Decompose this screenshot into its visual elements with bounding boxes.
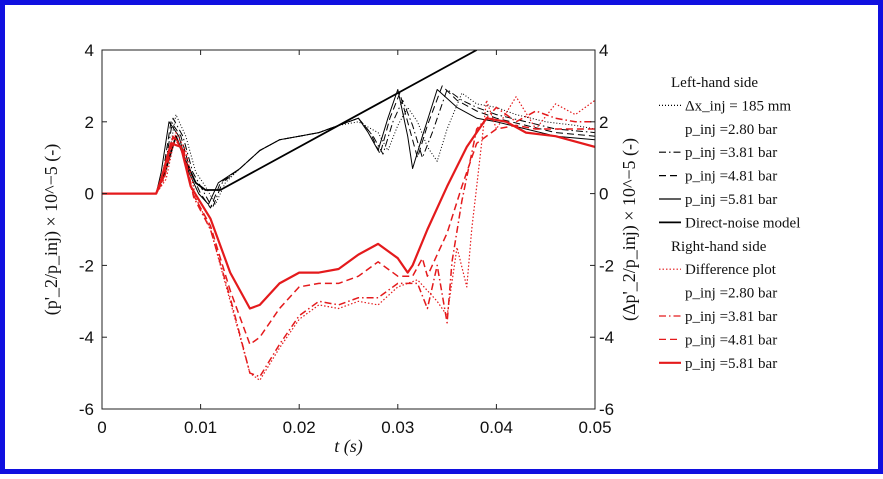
series-line-left-1 [102,89,595,209]
legend-entry-8: Difference plot [685,262,777,278]
y-tick-label-right: 4 [599,41,608,60]
y-tick-label-left: 0 [85,185,94,204]
legend-entry-1: Δx_inj = 185 mm [685,98,791,114]
plot-area [102,50,595,381]
y-tick-label-right: -4 [599,328,614,347]
x-axis-label: t (s) [334,436,363,457]
legend-entry-11: p_inj =4.81 bar [685,332,777,348]
legend-entry-5: p_inj =5.81 bar [685,192,777,208]
y-tick-label-left: -6 [79,400,94,419]
series-line-right-6 [102,106,595,378]
axes: 0 0.01 0.02 0.03 0.04 0.05-6 -6-4 -4-2 -20 02 24 4t… [41,41,640,457]
legend-entry-10: p_inj =3.81 bar [685,309,777,325]
series-group [102,50,595,381]
legend-entry-7: Right-hand side [671,239,767,255]
series-line-left-4 [102,50,478,195]
x-tick-label: 0.01 [184,418,217,437]
y-tick-label-right: -6 [599,400,614,419]
y-tick-label-left: 4 [85,41,94,60]
y-tick-label-left: 2 [85,113,94,132]
series-line-left-0 [102,92,595,205]
series-line-right-8 [102,117,595,310]
x-tick-label: 0.05 [578,418,611,437]
x-tick-label: 0.04 [480,418,513,437]
y-tick-label-left: -2 [79,256,94,275]
legend-entry-12: p_inj =5.81 bar [685,356,777,372]
y-tick-label-right: -2 [599,256,614,275]
legend-entry-6: Direct-noise model [685,215,800,231]
y-tick-label-right: 2 [599,113,608,132]
series-line-left-3 [102,89,595,205]
legend-entry-3: p_inj =3.81 bar [685,145,777,161]
x-tick-label: 0.02 [283,418,316,437]
y-tick-label-left: -4 [79,328,94,347]
x-tick-label: 0 [97,418,106,437]
x-tick-label: 0.03 [381,418,414,437]
legend: Left-hand side Δx_inj = 185 mm p_inj =2.80… [659,75,800,372]
y-tick-label-right: 0 [599,185,608,204]
series-line-left-2 [102,85,595,209]
legend-entry-4: p_inj =4.81 bar [685,169,777,185]
legend-entry-9: p_inj =2.80 bar [685,286,777,302]
y-axis-label-right: (Δp'_2/p_inj) × 10^−5 (-) [619,138,640,321]
y-axis-label-left: (p'_2/p_inj) × 10^−5 (-) [41,144,62,315]
chart-svg: 0 0.01 0.02 0.03 0.04 0.05-6 -6-4 -4-2 -20 02 24 4t… [41,41,800,457]
legend-entry-2: p_inj =2.80 bar [685,122,777,138]
legend-entry-0: Left-hand side [671,75,758,91]
axes-box [101,49,596,410]
series-line-right-7 [102,124,595,346]
